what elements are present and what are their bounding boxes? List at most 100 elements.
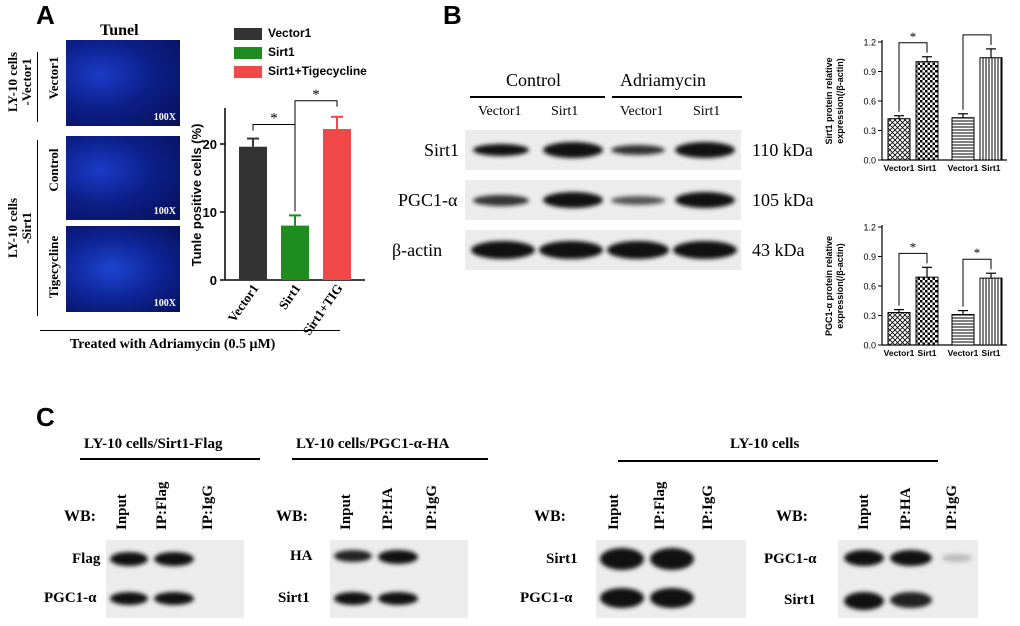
bar	[323, 129, 351, 280]
row-group-sirt1: LY-10 cells -Sirt1	[5, 138, 34, 318]
panel-a-footer: Treated with Adriamycin (0.5 μM)	[70, 337, 276, 352]
lane-igg: IP:IgG	[200, 485, 216, 530]
y-tick-label: 10	[203, 205, 217, 220]
group-line-adriamycin	[612, 96, 742, 98]
row-label: PGC1-α	[764, 551, 817, 567]
panel-a-title: Tunel	[100, 22, 139, 39]
lane-ip: IP:Flag	[652, 481, 668, 530]
row-label: HA	[290, 548, 313, 564]
significance-star: *	[312, 87, 320, 103]
y-tick-label: 0.6	[863, 282, 876, 292]
row-label: Sirt1	[784, 592, 816, 608]
co-ip-blot-2	[330, 540, 468, 618]
legend-swatch-vector1	[234, 28, 262, 40]
lane-input: Input	[114, 494, 130, 530]
x-tick-label: Vector1	[884, 348, 915, 358]
x-tick-label: Vector1	[948, 163, 979, 173]
significance-bracket	[898, 252, 928, 306]
lane-label: Sirt1	[693, 104, 721, 119]
panel-b-letter: B	[443, 0, 462, 30]
y-tick-label: 0.9	[863, 252, 876, 262]
significance-star: *	[974, 245, 981, 260]
bar	[915, 61, 939, 161]
row-label: PGC1-α	[44, 590, 97, 606]
y-tick-label: 0.9	[863, 67, 876, 77]
lane-label: Sirt1	[551, 104, 579, 119]
western-blot-beta-actin	[465, 230, 741, 270]
group-label-control: Control	[506, 70, 562, 90]
co-ip-title-1: LY-10 cells/Sirt1-Flag	[84, 436, 223, 452]
lane-igg: IP:IgG	[700, 485, 716, 530]
legend-label-sirt1-tig: Sirt1+Tigecycline	[268, 64, 367, 78]
panel-c-letter: C	[36, 402, 55, 432]
wb-label: WB:	[276, 508, 308, 525]
y-tick-label: 0	[210, 273, 217, 288]
row-label-vector1: Vector1	[46, 56, 61, 100]
y-axis-label-line1: Sirt1 protein relative	[824, 57, 834, 144]
row-group-vector1-line2: -Vector1	[19, 58, 34, 106]
wb-label: WB:	[64, 508, 96, 525]
western-blot-sirt1	[465, 130, 741, 170]
western-blot-pgc1a	[465, 180, 741, 220]
row-group-vector1: LY-10 cells -Vector1	[5, 36, 34, 128]
lane-ip: IP:Flag	[154, 481, 170, 530]
y-tick-label: 1.2	[863, 223, 876, 233]
y-tick-label: 0.0	[863, 341, 876, 351]
lane-igg: IP:IgG	[944, 485, 960, 530]
x-tick-label: Vector1	[948, 348, 979, 358]
wb-label: WB:	[776, 508, 808, 525]
significance-bracket	[962, 34, 992, 110]
kda-label-sirt1: 110 kDa	[752, 140, 813, 160]
bar	[951, 117, 975, 161]
significance-star: *	[974, 30, 981, 36]
co-ip-blot-1	[106, 540, 244, 618]
significance-bracket	[294, 100, 338, 212]
bar	[281, 225, 309, 280]
y-axis-label-line1: PGC1-α protein relative	[824, 236, 834, 336]
lane-ip: IP:HA	[898, 487, 914, 531]
row-group-sirt1-line2: -Sirt1	[19, 212, 34, 244]
x-tick-label: Sirt1	[982, 348, 1001, 358]
bar	[951, 314, 975, 346]
title-line	[618, 460, 938, 462]
magnification-label: 100X	[153, 298, 176, 309]
significance-star: *	[910, 239, 917, 254]
kda-label-pgc1a: 105 kDa	[752, 190, 814, 210]
title-line	[80, 458, 260, 460]
legend-swatch-sirt1-tig	[234, 66, 262, 78]
row-group-divider-2	[37, 140, 38, 316]
kda-label-beta-actin: 43 kDa	[752, 240, 805, 260]
x-tick-label: Vector1	[225, 281, 262, 325]
lane-ip: IP:HA	[380, 487, 396, 531]
pgc1a-expression-chart: 0.0 0.3 0.6 0.9 1.2 PGC1-α protein relative ex…	[824, 223, 1007, 358]
x-tick-label: Sirt1	[982, 163, 1001, 173]
lane-input: Input	[606, 494, 622, 530]
panel-a-footer-line	[40, 330, 340, 331]
micrograph-control: 100X	[66, 136, 180, 220]
lane-igg: IP:IgG	[424, 485, 440, 530]
sirt1-expression-chart: 0.0 0.3 0.6 0.9 1.2 Sirt1 protein relative exp…	[824, 30, 1007, 173]
co-ip-title-3: LY-10 cells	[730, 436, 800, 452]
y-tick-label: 0.0	[863, 156, 876, 166]
lane-input: Input	[856, 494, 872, 530]
bar	[887, 312, 911, 346]
row-label: Sirt1	[546, 551, 578, 567]
x-tick-label: Vector1	[884, 163, 915, 173]
bar	[979, 57, 1003, 161]
bar	[887, 118, 911, 161]
y-axis-label: Tunle positive cells (%)	[189, 124, 204, 267]
row-label-tigecycline: Tigecycline	[46, 235, 61, 299]
y-tick-label: 0.6	[863, 97, 876, 107]
co-ip-blot-4	[838, 540, 978, 618]
y-tick-label: 0.3	[863, 311, 876, 321]
significance-bracket	[962, 258, 992, 307]
x-tick-label: Sirt1	[918, 163, 937, 173]
lane-input: Input	[338, 494, 354, 530]
row-label: Sirt1	[278, 590, 310, 606]
row-group-sirt1-line1: LY-10 cells	[5, 197, 20, 259]
row-group-vector1-line1: LY-10 cells	[5, 51, 20, 113]
magnification-label: 100X	[153, 206, 176, 217]
y-tick-label: 1.2	[863, 38, 876, 48]
protein-label-sirt1: Sirt1	[424, 140, 460, 160]
